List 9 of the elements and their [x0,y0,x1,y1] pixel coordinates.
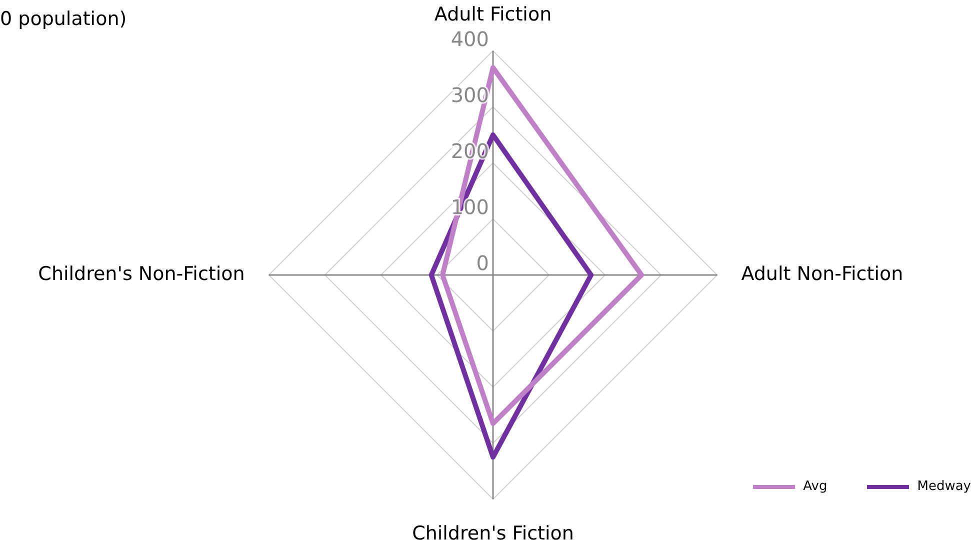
spoke-label: Children's Fiction [412,522,574,545]
y-tick-label: 0 [476,251,489,276]
spoke-label: Adult Non-Fiction [741,262,904,285]
spoke-label: Children's Non-Fiction [38,262,245,285]
spoke-label: Adult Fiction [434,3,552,26]
legend-label: Medway [917,479,971,494]
y-tick-label: 400 [450,27,489,52]
legend-label: Avg [803,479,828,494]
chart-title: 0 population) [0,8,127,30]
